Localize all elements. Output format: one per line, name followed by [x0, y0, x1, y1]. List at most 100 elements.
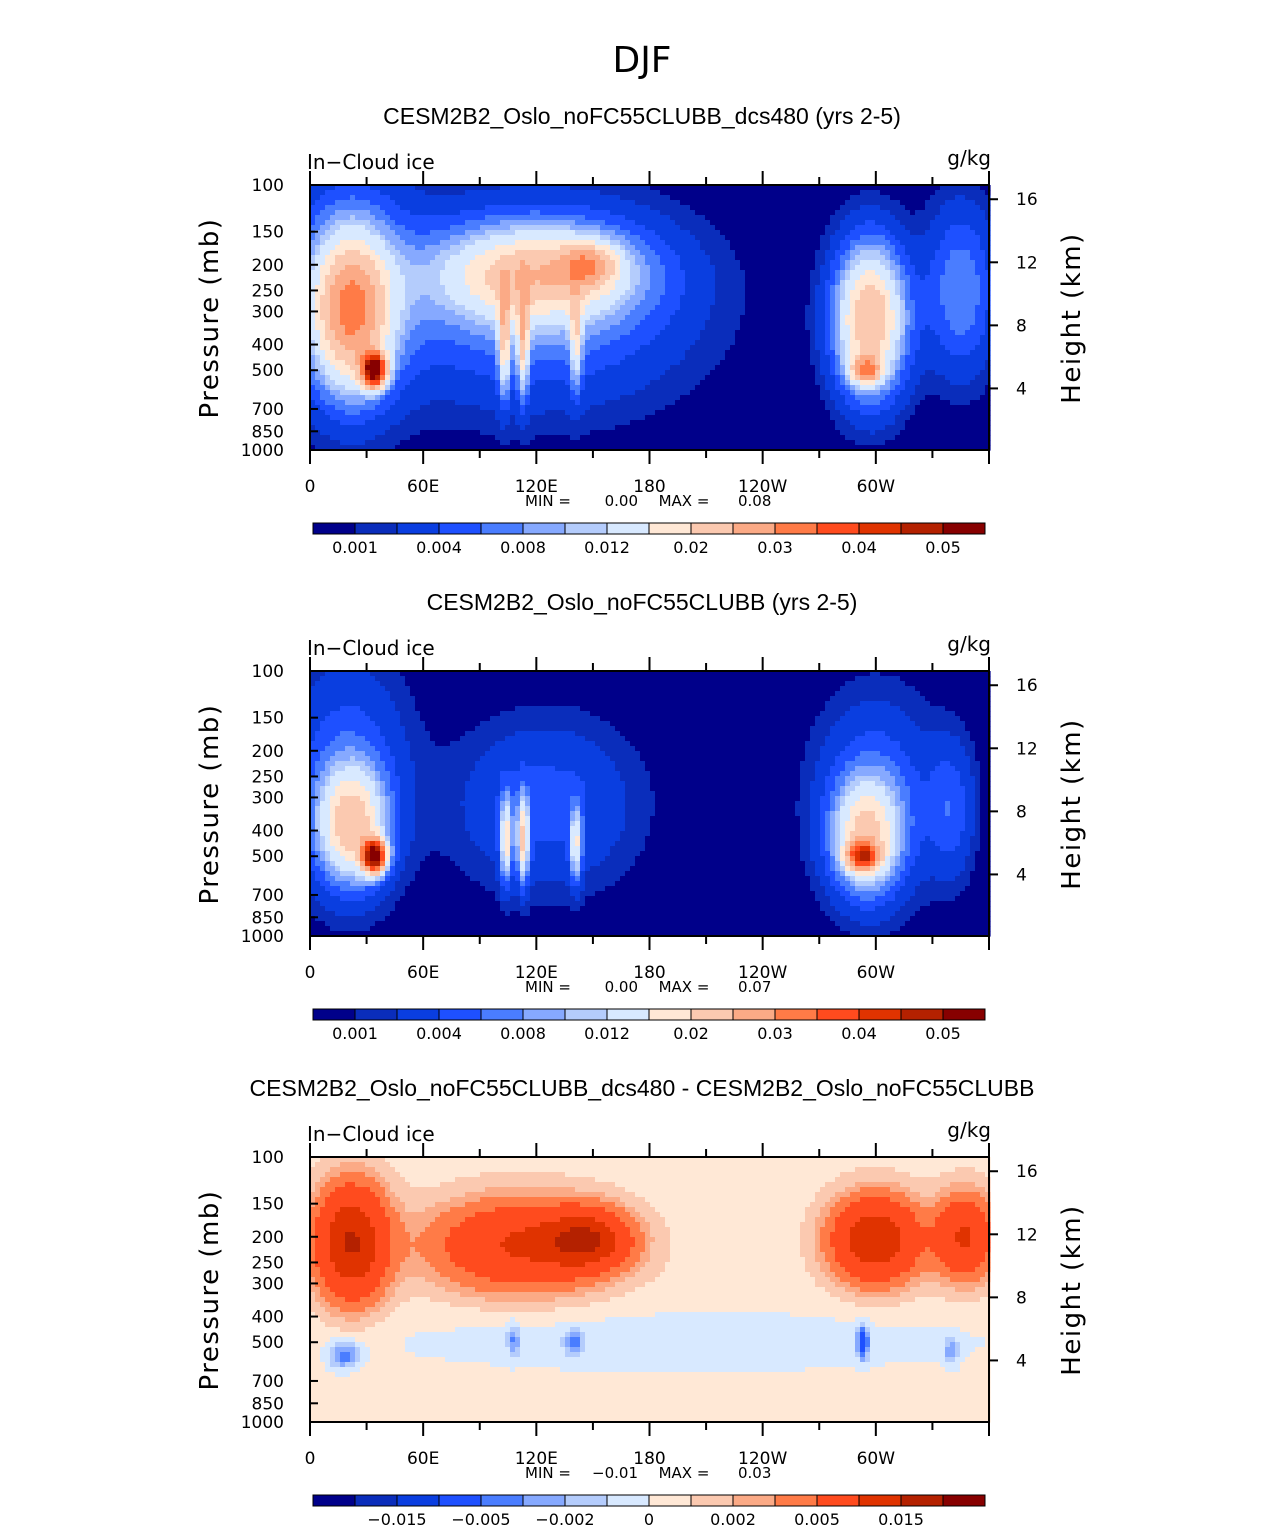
contour-cell: [585, 365, 606, 371]
contour-cell: [470, 836, 496, 842]
contour-cell: [520, 886, 526, 892]
contour-cell: [465, 796, 496, 802]
contour-cell: [825, 1217, 836, 1223]
contour-cell: [830, 836, 836, 842]
contour-cell: [360, 285, 376, 291]
contour-cell: [405, 300, 416, 306]
colorbar-label: 0.04: [841, 1024, 877, 1043]
contour-cell: [555, 766, 616, 772]
contour-cell: [570, 415, 581, 421]
contour-cell: [320, 295, 331, 301]
contour-cell: [330, 891, 376, 897]
contour-cell: [900, 1182, 951, 1188]
contour-cell: [830, 235, 846, 241]
contour-cell: [895, 340, 901, 346]
contour-cell: [805, 1217, 816, 1223]
contour-cell: [495, 245, 561, 251]
contour-cell: [860, 1332, 866, 1338]
contour-cell: [830, 415, 846, 421]
contour-cell: [620, 1272, 636, 1278]
contour-cell: [365, 861, 371, 867]
contour-cell: [570, 811, 576, 817]
contour-cell: [335, 245, 371, 251]
contour-cell: [490, 285, 501, 291]
contour-cell: [815, 375, 826, 381]
contour-cell: [370, 776, 376, 782]
contour-cell: [500, 270, 511, 276]
contour-cell: [390, 751, 411, 757]
contour-cell: [370, 385, 376, 391]
contour-cell: [690, 205, 841, 211]
contour-cell: [445, 1247, 506, 1253]
contour-cell: [445, 305, 466, 311]
contour-cell: [850, 295, 861, 301]
contour-cell: [495, 806, 501, 812]
contour-cell: [940, 280, 981, 286]
contour-cell: [385, 741, 411, 747]
contour-cell: [520, 806, 526, 812]
contour-cell: [900, 265, 906, 271]
contour-cell: [560, 1337, 566, 1343]
contour-cell: [915, 350, 951, 356]
contour-cell: [410, 1232, 421, 1238]
contour-cell: [460, 1282, 596, 1288]
contour-cell: [365, 896, 386, 902]
contour-cell: [310, 891, 331, 897]
contour-cell: [815, 295, 826, 301]
contour-cell: [400, 340, 406, 346]
contour-cell: [310, 926, 331, 932]
contour-cell: [530, 305, 571, 311]
contour-cell: [875, 846, 881, 852]
contour-cell: [310, 1192, 321, 1198]
contour-cell: [830, 791, 841, 797]
contour-cell: [390, 1162, 991, 1168]
contour-cell: [675, 250, 706, 256]
contour-cell: [850, 931, 891, 937]
contour-cell: [345, 410, 361, 416]
contour-cell: [825, 776, 836, 782]
contour-cell: [325, 841, 331, 847]
contour-cell: [680, 225, 716, 231]
contour-cell: [500, 290, 511, 296]
contour-cell: [845, 355, 851, 361]
contour-cell: [495, 375, 501, 381]
contour-cell: [475, 841, 496, 847]
contour-cell: [425, 245, 451, 251]
contour-cell: [860, 205, 881, 211]
contour-cell: [875, 380, 886, 386]
contour-cell: [870, 856, 876, 862]
contour-cell: [660, 190, 861, 196]
contour-cell: [595, 370, 666, 376]
variable-label: In−Cloud ice: [307, 636, 435, 660]
contour-cell: [385, 335, 396, 341]
contour-cell: [840, 716, 911, 722]
contour-cell: [985, 250, 991, 256]
contour-cell: [825, 315, 831, 321]
contour-cell: [880, 190, 936, 196]
contour-cell: [875, 896, 896, 902]
contour-cell: [835, 295, 841, 301]
contour-cell: [335, 771, 366, 777]
contour-cell: [520, 315, 526, 321]
contour-cell: [315, 370, 321, 376]
page-title: DJF: [612, 40, 671, 81]
contour-cell: [620, 195, 671, 201]
contour-cell: [890, 796, 896, 802]
contour-cell: [525, 410, 546, 416]
contour-cell: [430, 1297, 486, 1303]
contour-cell: [350, 1372, 991, 1378]
contour-cell: [900, 370, 911, 376]
contour-cell: [315, 285, 326, 291]
contour-cell: [335, 761, 366, 767]
contour-cell: [890, 340, 896, 346]
contour-cell: [890, 255, 901, 261]
contour-cell: [525, 831, 531, 837]
contour-cell: [845, 370, 851, 376]
contour-cell: [335, 876, 356, 882]
contour-cell: [910, 1187, 941, 1193]
contour-cell: [985, 1257, 991, 1263]
colorbar-label: 0.008: [500, 1024, 546, 1043]
contour-cell: [380, 365, 386, 371]
contour-cell: [500, 781, 521, 787]
contour-cell: [310, 836, 316, 842]
